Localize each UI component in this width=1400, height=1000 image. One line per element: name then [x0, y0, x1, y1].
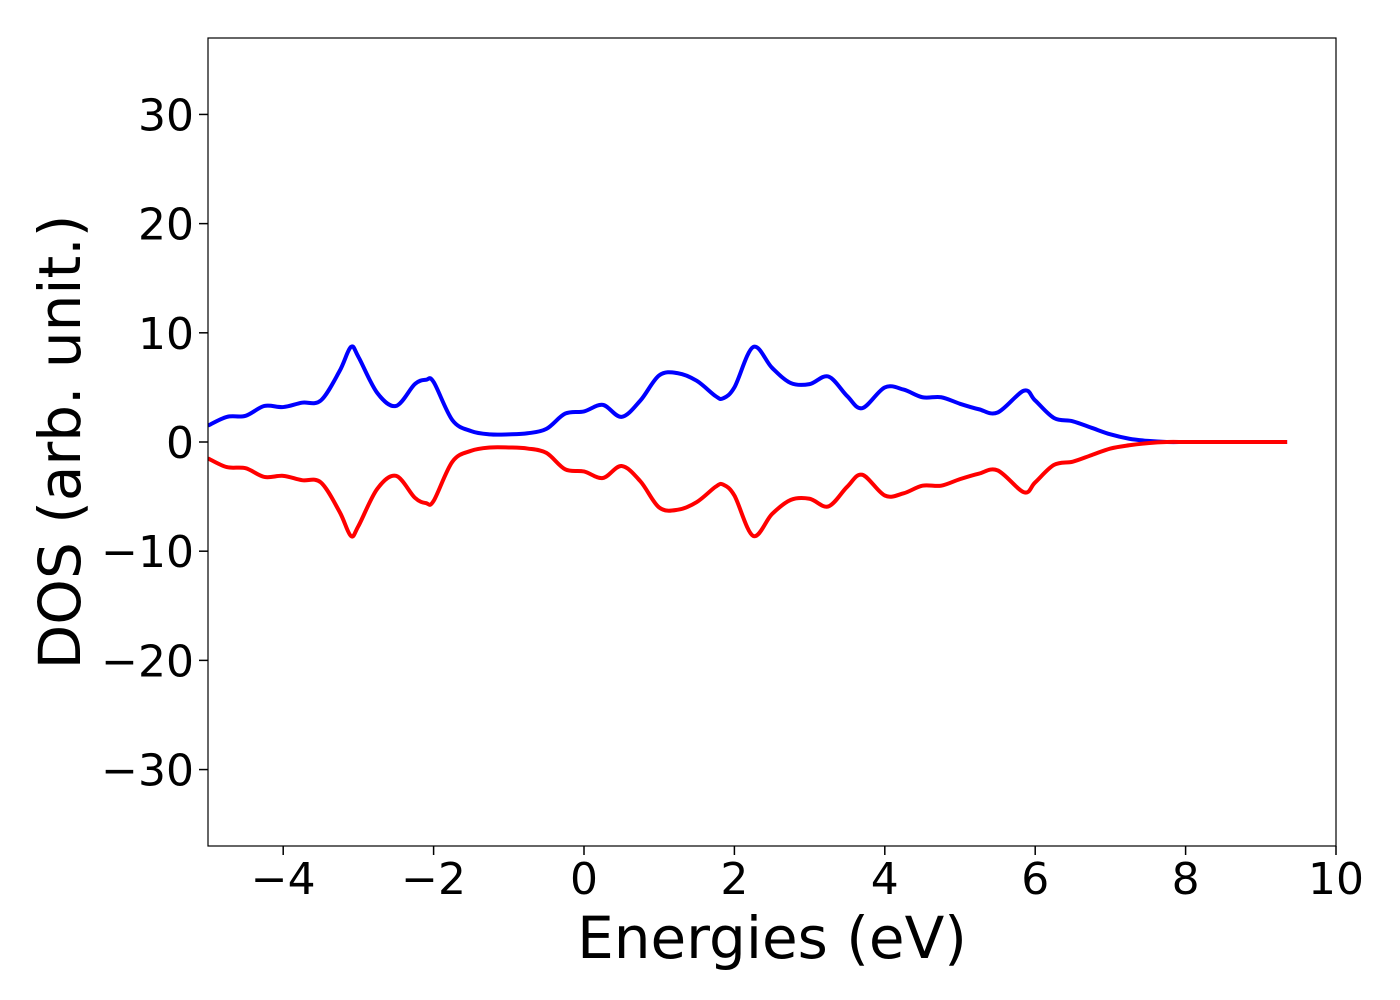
- y-tick-label: −10: [101, 527, 194, 578]
- x-tick-label: 4: [871, 854, 899, 905]
- plot-frame: [207, 37, 1337, 847]
- x-axis-label: Energies (eV): [577, 904, 967, 972]
- line-series: [208, 344, 1288, 445]
- y-tick-label: 20: [138, 200, 194, 251]
- x-tick-label: 2: [720, 854, 748, 905]
- y-tick-label: −20: [101, 636, 194, 687]
- x-tick-label: 6: [1021, 854, 1049, 905]
- y-axis-label: DOS (arb. unit.): [26, 215, 94, 670]
- y-tick-label: 0: [166, 418, 194, 469]
- y-tick-label: 30: [138, 90, 194, 141]
- line-series: [208, 439, 1288, 539]
- x-tick-label: 0: [570, 854, 598, 905]
- x-tick-label: 8: [1172, 854, 1200, 905]
- x-tick-label: 10: [1308, 854, 1364, 905]
- x-tick-label: −2: [401, 854, 466, 905]
- y-tick-label: 10: [138, 309, 194, 360]
- y-tick-label: −30: [101, 746, 194, 797]
- x-tick-label: −4: [251, 854, 316, 905]
